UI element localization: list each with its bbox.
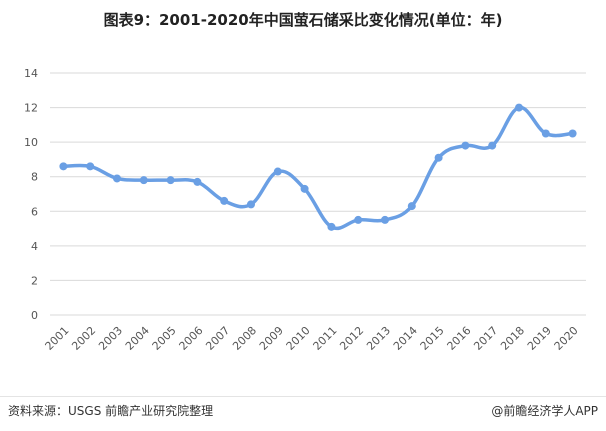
- x-tick-label: 2010: [284, 324, 313, 353]
- y-tick-label: 12: [24, 102, 38, 115]
- data-point: [300, 184, 309, 193]
- y-tick-label: 14: [24, 67, 38, 80]
- x-tick-label: 2004: [123, 324, 152, 353]
- source-note: 资料来源：USGS 前瞻产业研究院整理: [8, 404, 214, 418]
- grid-lines: [50, 72, 586, 316]
- x-tick-label: 2020: [552, 324, 581, 353]
- data-point: [327, 222, 336, 231]
- x-tick-label: 2001: [43, 324, 72, 353]
- x-tick-label: 2006: [177, 324, 206, 353]
- y-tick-label: 8: [31, 171, 38, 184]
- y-tick-label: 2: [31, 274, 38, 287]
- data-point: [273, 167, 282, 176]
- data-point: [86, 162, 95, 171]
- y-tick-label: 4: [31, 240, 38, 253]
- x-axis-ticks: 2001200220032004200520062007200820092010…: [43, 324, 581, 353]
- y-axis-ticks: 0 2 4 6 8 10 12 14: [24, 67, 38, 322]
- data-point: [193, 177, 202, 186]
- chart-title: 图表9：2001-2020年中国萤石储采比变化情况(单位：年): [103, 11, 503, 29]
- data-point: [113, 174, 121, 183]
- x-tick-label: 2018: [498, 324, 527, 353]
- line-chart: 0 2 4 6 8 10 12 14 2001200220032004200520062007…: [24, 67, 586, 353]
- data-point: [434, 153, 443, 162]
- data-point: [568, 129, 577, 138]
- data-point: [381, 215, 389, 224]
- data-point: [139, 176, 148, 185]
- x-tick-label: 2017: [471, 324, 500, 353]
- x-tick-label: 2007: [203, 324, 232, 353]
- series-line: [61, 105, 575, 231]
- x-tick-label: 2003: [96, 324, 125, 353]
- x-tick-label: 2005: [150, 324, 179, 353]
- data-points: [59, 103, 577, 231]
- x-tick-label: 2019: [525, 324, 554, 353]
- data-point: [59, 162, 68, 171]
- data-point: [247, 200, 255, 209]
- data-point: [541, 129, 550, 138]
- data-point: [461, 141, 470, 150]
- x-tick-label: 2016: [445, 324, 474, 353]
- x-tick-label: 2011: [311, 324, 340, 353]
- y-tick-label: 6: [31, 205, 38, 218]
- x-tick-label: 2012: [337, 324, 366, 353]
- x-tick-label: 2009: [257, 324, 286, 353]
- data-point: [515, 103, 523, 112]
- y-tick-label: 10: [24, 136, 38, 149]
- y-tick-label: 0: [31, 309, 38, 322]
- footer-divider: [0, 396, 606, 397]
- data-point: [354, 215, 363, 224]
- data-point: [220, 196, 229, 205]
- x-tick-label: 2015: [418, 324, 447, 353]
- data-point: [488, 141, 497, 150]
- brand-credit: @前瞻经济学人APP: [491, 404, 598, 418]
- x-tick-label: 2013: [364, 324, 393, 353]
- data-point: [407, 202, 416, 211]
- data-point: [166, 176, 175, 185]
- x-tick-label: 2008: [230, 324, 259, 353]
- x-tick-label: 2002: [69, 324, 98, 353]
- x-tick-label: 2014: [391, 324, 420, 353]
